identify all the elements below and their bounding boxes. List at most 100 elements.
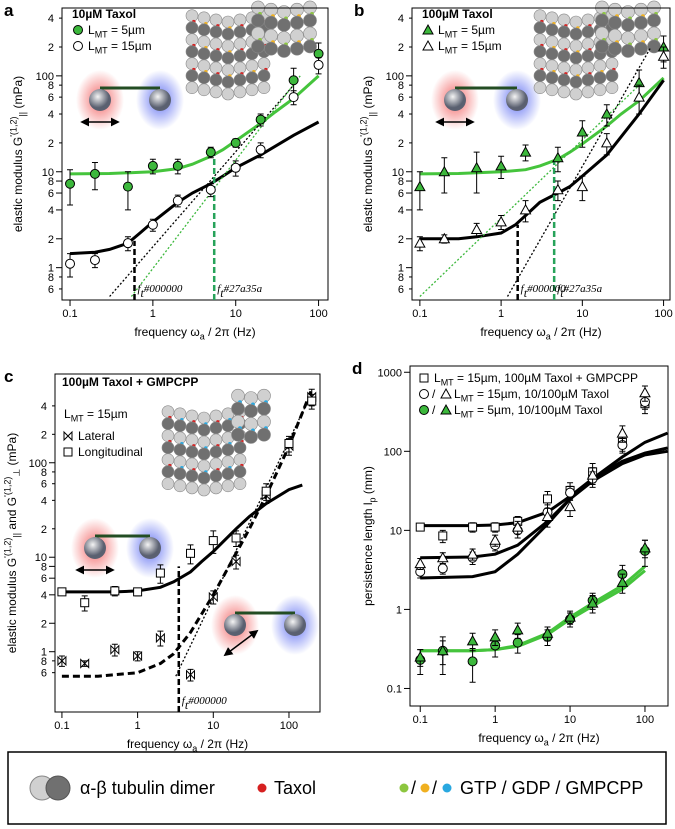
data-point	[255, 144, 266, 155]
fit-line	[420, 449, 668, 580]
data-point	[495, 159, 507, 171]
tubulin	[161, 453, 175, 467]
text-part: frequency ω	[127, 737, 192, 751]
tubulin	[545, 35, 559, 49]
data-point	[576, 125, 589, 137]
tubulin	[533, 21, 547, 35]
tubulin	[197, 459, 211, 473]
plot-area	[65, 42, 324, 300]
data-point	[307, 396, 317, 406]
legend-separator: /	[432, 403, 436, 417]
text-part: ⊥	[12, 469, 22, 477]
dimer-beta	[45, 775, 71, 801]
tubulin	[221, 63, 235, 77]
text-part: #000000	[527, 283, 566, 295]
tubulin	[605, 81, 619, 94]
tubulin	[197, 35, 211, 49]
text-part: f	[557, 283, 562, 295]
data-point	[147, 160, 158, 171]
tubulin	[185, 481, 199, 495]
fit-line	[419, 84, 640, 297]
tubulin	[221, 15, 235, 29]
tubulin	[245, 71, 259, 85]
x-tick-label: 1	[135, 720, 141, 732]
text-part: ||	[12, 533, 22, 538]
data-point	[552, 151, 564, 163]
tubulin	[647, 39, 661, 54]
data-point	[438, 232, 451, 244]
fit-line	[420, 565, 646, 653]
data-point	[467, 656, 478, 667]
tubulin	[233, 73, 247, 87]
text-part: elastic modulus G	[361, 137, 375, 232]
y-tick-label: 6	[398, 284, 404, 296]
y-tick-label: 6	[41, 573, 47, 585]
tubulin	[257, 401, 271, 416]
tubulin	[605, 57, 619, 71]
x-tick-label: 0.1	[413, 714, 428, 726]
data-point	[89, 168, 100, 179]
tubulin	[593, 83, 607, 97]
y-tick-label: 8	[48, 176, 54, 188]
data-point	[186, 669, 196, 680]
tubulin	[557, 73, 571, 87]
data-point	[208, 536, 218, 546]
tubulin	[161, 429, 175, 443]
tubulin	[197, 447, 211, 461]
legend-marker	[73, 41, 83, 51]
tubulin	[257, 388, 271, 403]
tubulin	[197, 23, 211, 37]
text-part: = 5µm, 10/100µM Taxol	[474, 403, 603, 417]
x-tick-label: 1	[150, 308, 156, 320]
tubulin	[197, 483, 211, 497]
text-part: = 15µm	[458, 39, 502, 53]
tubulin	[209, 37, 223, 51]
tubulin	[233, 85, 247, 99]
tubulin	[634, 41, 648, 56]
tubulin	[303, 0, 317, 15]
y-tick-label: 2	[48, 42, 54, 54]
data-point	[466, 634, 479, 646]
text-part: L	[64, 407, 71, 421]
tubulin	[569, 51, 583, 65]
data-point	[89, 255, 100, 266]
text-part: f	[217, 283, 222, 295]
data-point	[414, 237, 426, 248]
data-point	[186, 548, 196, 558]
crossover-label: ft#27a35a	[557, 283, 602, 300]
tubulin	[161, 405, 175, 419]
text-part: = 5µm	[458, 23, 495, 37]
tubulin	[233, 477, 247, 491]
tubulin	[173, 467, 187, 481]
panel-label: b	[354, 1, 364, 20]
data-point	[639, 541, 651, 553]
data-point	[438, 531, 448, 541]
data-point	[541, 627, 554, 638]
tubulin	[545, 11, 559, 25]
data-point	[414, 557, 427, 569]
text-part: L	[438, 39, 445, 53]
tubulin	[197, 83, 211, 97]
plot-frame	[411, 7, 671, 301]
data-point	[519, 203, 532, 215]
data-point	[586, 597, 599, 608]
text-part: elastic modulus G	[5, 558, 19, 653]
bead	[444, 89, 466, 111]
legend-label: LMT = 5µm	[438, 23, 495, 40]
y-tick-label: 2	[398, 138, 404, 150]
tubulin	[233, 13, 247, 27]
text-part: Longitudinal	[78, 445, 143, 459]
tubulin	[245, 83, 259, 97]
y-tick-label: 4	[398, 109, 404, 121]
tubulin	[593, 59, 607, 73]
tubulin	[185, 45, 199, 59]
tubulin	[231, 401, 245, 416]
y-tick-label: 10	[35, 552, 47, 564]
tubulin	[621, 18, 635, 32]
data-point	[57, 587, 67, 597]
tubulin	[634, 2, 648, 17]
tubulin	[569, 87, 583, 101]
data-point	[147, 219, 158, 230]
text-part: '(1,2)	[3, 538, 13, 558]
tubulin	[233, 49, 247, 63]
